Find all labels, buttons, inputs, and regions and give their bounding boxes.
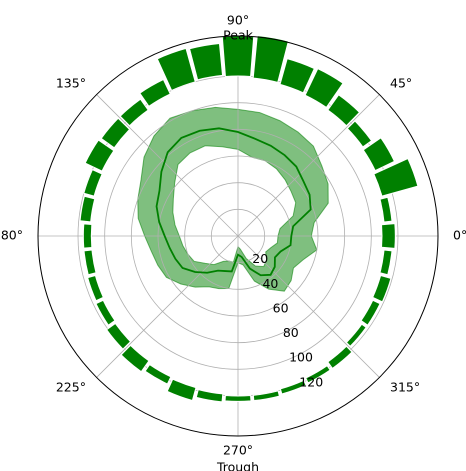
r-tick-label-60: 60 (273, 300, 289, 315)
series-line-layer (155, 127, 312, 277)
bar-120 (139, 78, 171, 108)
series-line (155, 127, 312, 277)
outer-bars (79, 35, 419, 403)
bar-200 (87, 274, 104, 302)
bar-330 (360, 299, 381, 326)
bar-0 (381, 223, 396, 249)
bar-290 (279, 379, 307, 395)
angle-gridline-135 (96, 94, 239, 237)
r-tick-label-20: 20 (252, 251, 268, 266)
bar-10 (379, 196, 393, 223)
angle-tick-label-0: 0° (453, 228, 466, 243)
tick-labels: 0° 45° 90° 135° 180° 225° 270° 315° Peak Trough 20… (0, 13, 466, 471)
bar-150 (84, 139, 115, 172)
bar-70 (279, 58, 315, 94)
bar-160 (83, 168, 103, 197)
angle-gridline-315 (237, 235, 380, 378)
angle-tick-label-270: 270° (223, 443, 253, 458)
angle-tick-label-45: 45° (390, 75, 412, 90)
bar-100 (188, 43, 224, 81)
angle-tick-label-225: 225° (56, 380, 86, 395)
bar-280 (252, 390, 281, 402)
angle-tick-label-180: 180° (0, 228, 23, 243)
bar-190 (83, 249, 97, 276)
r-tick-label-100: 100 (289, 350, 313, 365)
bar-250 (166, 378, 197, 402)
bar-40 (346, 120, 373, 148)
bar-260 (195, 389, 224, 403)
bar-220 (105, 322, 132, 350)
annotation-trough: Trough (216, 460, 259, 471)
bar-180 (82, 223, 93, 249)
bar-310 (327, 345, 353, 370)
angle-tick-label-135: 135° (56, 75, 86, 90)
confidence-band (137, 106, 329, 292)
angle-gridline-45 (237, 94, 380, 237)
bar-140 (100, 117, 131, 149)
bar-80 (252, 35, 290, 83)
bar-270 (224, 394, 252, 402)
bar-210 (95, 299, 116, 326)
bar-300 (305, 364, 331, 384)
bar-240 (144, 363, 172, 385)
bar-230 (120, 344, 150, 373)
angle-tick-label-90: 90° (227, 13, 249, 28)
bar-340 (372, 274, 392, 303)
r-tick-label-40: 40 (262, 276, 278, 291)
bar-60 (304, 68, 344, 109)
bar-350 (379, 249, 393, 276)
r-tick-label-120: 120 (299, 374, 323, 389)
bar-320 (345, 323, 367, 347)
bar-50 (327, 94, 361, 127)
angle-tick-label-315: 315° (390, 380, 420, 395)
bar-110 (156, 47, 196, 92)
annotation-peak: Peak (223, 28, 253, 43)
polar-frame (37, 35, 439, 437)
confidence-band-area (137, 106, 329, 292)
angle-gridline-225 (96, 235, 239, 378)
r-tick-label-80: 80 (283, 325, 299, 340)
bar-170 (79, 195, 96, 223)
polar-grid (38, 36, 438, 436)
bar-30 (362, 137, 396, 172)
bar-130 (119, 98, 149, 127)
bar-20 (373, 157, 419, 197)
